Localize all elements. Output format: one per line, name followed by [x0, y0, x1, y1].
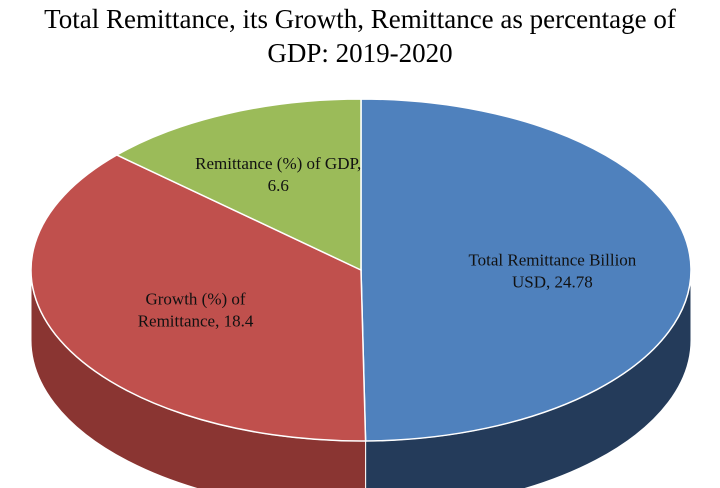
chart-title-line-2: GDP: 2019-2020	[267, 38, 453, 68]
chart-title: Total Remittance, its Growth, Remittance…	[0, 2, 720, 70]
pie-slice-total-remittance-billion-usd	[360, 98, 692, 442]
pie-top-layer	[30, 98, 692, 442]
data-label-line: Total Remittance Billion	[468, 250, 636, 269]
data-label-total-remittance-billion-usd: Total Remittance Billion USD, 24.78	[468, 250, 636, 291]
data-label-growth-of-remittance: Growth (%) of Remittance, 18.4	[138, 290, 254, 331]
chart-title-line-1: Total Remittance, its Growth, Remittance…	[44, 4, 676, 34]
data-label-line: Remittance (%) of GDP,	[195, 154, 361, 173]
data-label-line: Growth (%) of	[145, 290, 245, 309]
data-label-remittance-of-gdp: Remittance (%) of GDP, 6.6	[195, 154, 361, 195]
data-label-line: 6.6	[268, 176, 289, 195]
pie-slice-growth-of-remittance	[30, 154, 367, 442]
data-label-line: USD, 24.78	[512, 272, 593, 291]
pie-label-layer: Total Remittance Billion USD, 24.78 Growth…	[138, 154, 637, 331]
pie-slice-remittance-of-gdp	[115, 98, 362, 272]
data-label-line: Remittance, 18.4	[138, 312, 254, 331]
